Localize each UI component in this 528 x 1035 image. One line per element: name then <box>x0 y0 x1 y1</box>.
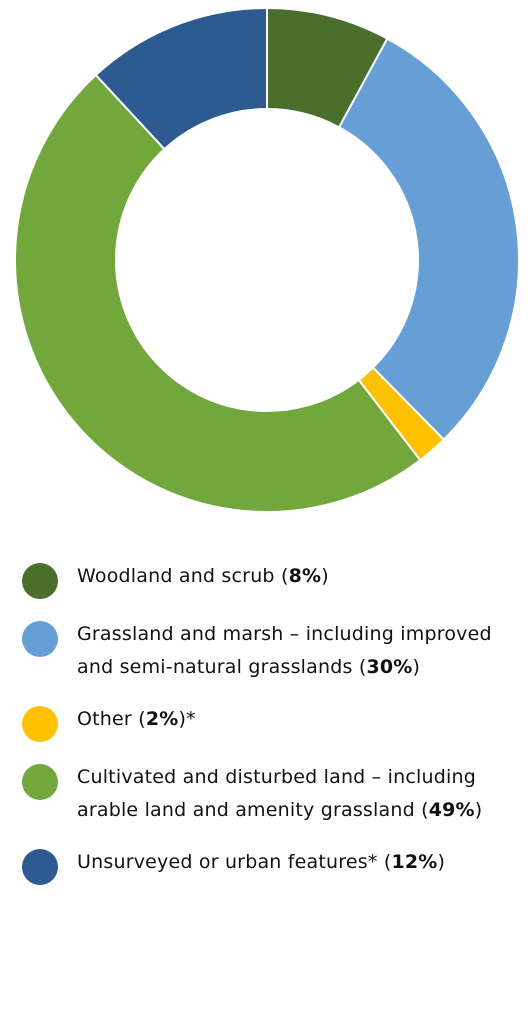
legend-swatch-woodland <box>22 563 58 599</box>
legend-text: Grassland and marsh – including improved… <box>77 623 492 678</box>
legend-swatch-unsurveyed <box>22 849 58 885</box>
legend-text: Unsurveyed or urban features* (12%) <box>77 851 446 873</box>
legend-text: Other (2%)* <box>77 708 196 730</box>
legend-item-unsurveyed: Unsurveyed or urban features* (12%) <box>22 846 512 885</box>
legend-value: 2% <box>145 708 179 730</box>
legend-item-woodland: Woodland and scrub (8%) <box>22 560 512 599</box>
legend-swatch-grassland <box>22 621 58 657</box>
donut-slice-grassland <box>337 37 520 441</box>
legend-text: Woodland and scrub (8%) <box>77 565 329 587</box>
donut-chart <box>13 6 520 513</box>
legend-item-cultivated: Cultivated and disturbed land – includin… <box>22 761 512 827</box>
legend-swatch-other <box>22 706 58 742</box>
donut-slice-cultivated <box>13 73 422 513</box>
legend-label: Cultivated and disturbed land – includin… <box>77 766 476 821</box>
legend-value: 12% <box>391 851 438 873</box>
legend-label: Other <box>77 708 132 730</box>
legend-value: 49% <box>428 799 475 821</box>
legend-item-grassland: Grassland and marsh – including improved… <box>22 618 512 684</box>
legend-label: Woodland and scrub <box>77 565 275 587</box>
legend-swatch-cultivated <box>22 764 58 800</box>
legend-item-other: Other (2%)* <box>22 703 512 742</box>
legend-text: Cultivated and disturbed land – includin… <box>77 766 483 821</box>
chart-legend: Woodland and scrub (8%) Grassland and ma… <box>22 560 512 904</box>
donut-slice-unsurveyed <box>94 6 268 151</box>
legend-suffix: * <box>186 708 196 730</box>
legend-label: Unsurveyed or urban features* <box>77 851 378 873</box>
legend-label: Grassland and marsh – including improved… <box>77 623 492 678</box>
legend-value: 30% <box>366 656 413 678</box>
legend-value: 8% <box>288 565 322 587</box>
